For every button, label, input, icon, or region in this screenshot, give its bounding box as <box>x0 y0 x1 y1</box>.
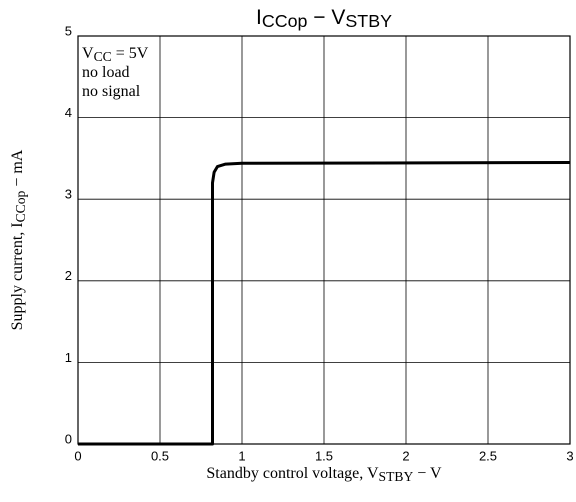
annotation: VCC = 5V <box>82 45 149 64</box>
y-tick-label: 0 <box>65 431 72 446</box>
chart-title: ICCop − VSTBY <box>256 6 392 32</box>
x-axis-label: Standby control voltage, VSTBY − V <box>206 465 442 484</box>
chart-title-part: I <box>256 6 262 29</box>
y-tick-label: 5 <box>65 23 72 38</box>
annotation-subscript: CC <box>94 49 112 64</box>
y-tick-label: 1 <box>65 350 72 365</box>
y-axis-label-part: − mA <box>9 149 26 190</box>
chart-title-subscript: CCop <box>262 11 308 31</box>
x-tick-label: 1.5 <box>315 448 333 463</box>
y-tick-label: 4 <box>65 105 72 120</box>
x-tick-label: 3 <box>566 448 573 463</box>
x-tick-label: 1 <box>238 448 245 463</box>
y-axis-label-subscript: CCop <box>13 190 28 222</box>
x-tick-label: 2 <box>402 448 409 463</box>
annotation-part: V <box>82 45 94 62</box>
data-line <box>78 161 571 446</box>
y-axis-label: Supply current, ICCop − mA <box>9 149 28 330</box>
x-axis-label-subscript: STBY <box>379 469 414 484</box>
x-axis-label-part: − V <box>413 465 442 482</box>
annotation: no load <box>82 64 130 81</box>
y-tick-label: 2 <box>65 268 72 283</box>
annotation-part: = 5V <box>112 45 149 62</box>
annotation-part: no load <box>82 64 130 81</box>
y-axis-label-part: Supply current, I <box>9 222 26 330</box>
annotation: no signal <box>82 83 141 100</box>
x-axis-label-part: Standby control voltage, V <box>206 465 379 482</box>
annotation-part: no signal <box>82 83 141 100</box>
chart-title-subscript: STBY <box>345 11 392 31</box>
y-tick-label: 3 <box>65 187 72 202</box>
x-tick-label: 2.5 <box>479 448 497 463</box>
plot-frame <box>77 35 571 445</box>
x-tick-label: 0 <box>74 448 81 463</box>
x-tick-label: 0.5 <box>151 448 169 463</box>
chart-title-part: − V <box>307 6 345 29</box>
